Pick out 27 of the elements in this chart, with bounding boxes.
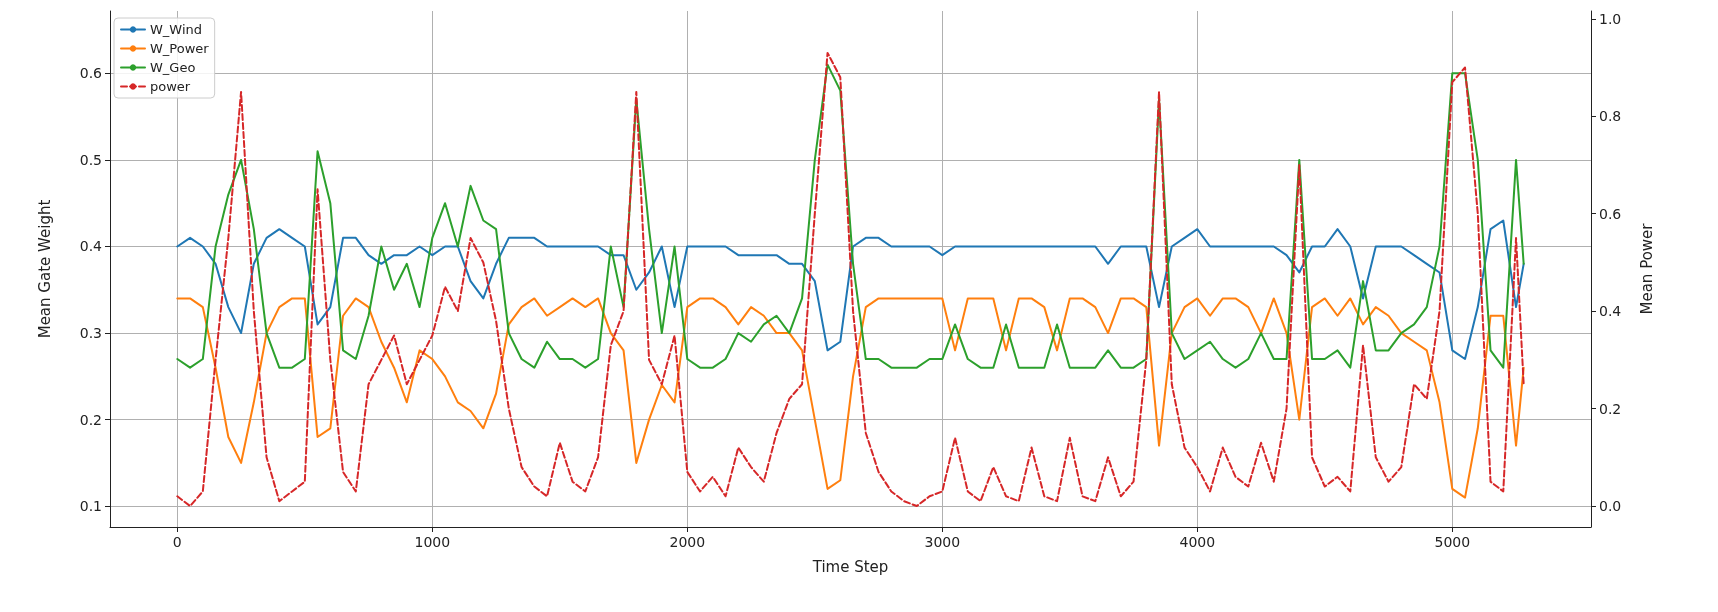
y2-tick-label: 1.0	[1599, 10, 1622, 27]
legend-label: W_Power	[150, 41, 210, 56]
y2-axis-title: Mean Power	[1637, 222, 1656, 315]
legend-label: power	[150, 79, 191, 94]
y-tick-label: 0.6	[79, 65, 103, 82]
line-series	[176, 219, 1525, 361]
y2-tick-label: 0.6	[1599, 205, 1622, 222]
x-tick-label: 4000	[1179, 534, 1216, 550]
y-tick-label: 0.1	[79, 498, 102, 515]
x-axis-title: Time Step	[811, 557, 889, 576]
y-tick-label: 0.2	[79, 411, 102, 428]
y2-tick-label: 0.4	[1599, 303, 1622, 320]
x-tick-label: 1000	[414, 534, 451, 550]
legend-label: W_Wind	[150, 22, 203, 37]
y-axis-title: Mean Gate Weight	[35, 199, 54, 339]
x-tick-label: 5000	[1434, 534, 1471, 550]
x-tick-label: 0	[172, 534, 182, 550]
x-tick-label: 3000	[924, 534, 961, 550]
y-tick-label: 0.3	[79, 325, 102, 342]
y2-tick-label: 0.0	[1599, 498, 1622, 515]
y-tick-label: 0.4	[79, 238, 103, 255]
y2-tick-label: 0.2	[1599, 400, 1622, 417]
x-tick-label: 2000	[669, 534, 706, 550]
line-series	[176, 297, 1525, 499]
y-tick-label: 0.5	[79, 151, 102, 168]
legend-label: W_Geo	[150, 60, 196, 75]
y2-tick-label: 0.8	[1599, 108, 1622, 125]
